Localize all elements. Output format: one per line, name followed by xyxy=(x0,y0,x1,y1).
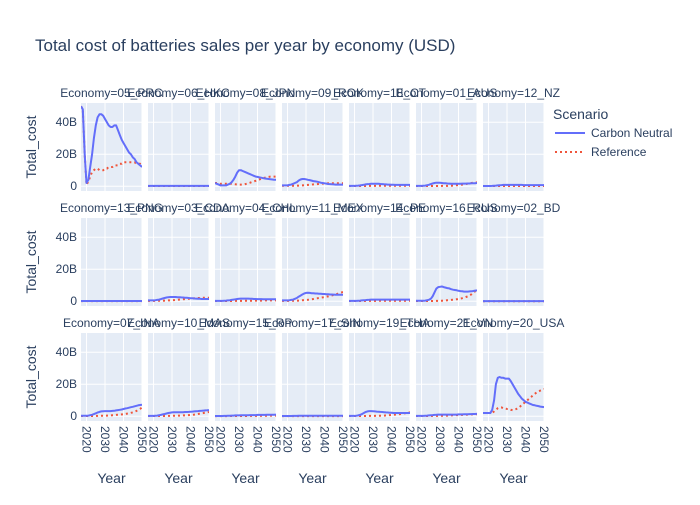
panel[interactable]: Economy=03_CDA xyxy=(127,201,229,306)
x-tick-label: 2030 xyxy=(165,426,179,453)
y-tick-label: 0 xyxy=(70,294,77,308)
panel[interactable]: Economy=01_AUS xyxy=(396,86,498,191)
plot-background xyxy=(282,333,343,421)
x-axis-title: Year xyxy=(298,470,327,486)
panel[interactable]: Economy=06_HKC xyxy=(127,86,230,191)
x-tick-label: 2040 xyxy=(452,426,466,453)
x-tick-label: 2020 xyxy=(147,426,161,453)
x-tick-label: 2020 xyxy=(80,426,94,453)
x-axis-title: Year xyxy=(164,470,193,486)
x-tick-label: 2030 xyxy=(366,426,380,453)
x-tick-label: 2030 xyxy=(433,426,447,453)
x-axis-title: Year xyxy=(365,470,394,486)
y-tick-label: 20B xyxy=(56,262,77,276)
facet-label: Economy=20_USA xyxy=(463,316,565,330)
facet-label: Economy=02_BD xyxy=(467,201,561,215)
legend-label: Reference xyxy=(591,145,647,159)
plot-background xyxy=(282,103,343,191)
x-axis-title: Year xyxy=(231,470,260,486)
panel[interactable]: Economy=16_RUS xyxy=(395,201,497,306)
x-tick-label: 2020 xyxy=(415,426,429,453)
x-tick-label: 2040 xyxy=(318,426,332,453)
plot-background xyxy=(148,218,209,306)
plot-background xyxy=(215,218,276,306)
x-tick-label: 2020 xyxy=(348,426,362,453)
x-tick-label: 2020 xyxy=(214,426,228,453)
legend[interactable]: Scenario Carbon Neutral Reference xyxy=(553,106,672,159)
y-axis-title: Total_cost xyxy=(23,115,39,178)
series-line-carbon-neutral xyxy=(483,185,544,186)
y-tick-label: 0 xyxy=(70,409,77,423)
y-tick-label: 40B xyxy=(56,345,77,359)
panel[interactable]: Economy=02_BD xyxy=(467,201,561,306)
y-tick-label: 20B xyxy=(56,147,77,161)
panel[interactable]: Economy=14_PE xyxy=(333,201,426,306)
x-tick-label: 2030 xyxy=(299,426,313,453)
y-tick-label: 40B xyxy=(56,115,77,129)
legend-label: Carbon Neutral xyxy=(591,126,672,140)
x-tick-label: 2040 xyxy=(385,426,399,453)
x-tick-label: 2040 xyxy=(184,426,198,453)
y-axis-title: Total_cost xyxy=(23,345,39,408)
plot-background xyxy=(416,333,477,421)
plot-background xyxy=(81,218,142,306)
plot-background xyxy=(148,333,209,421)
plot-background xyxy=(416,103,477,191)
facet-label: Economy=12_NZ xyxy=(467,86,560,100)
plot-background xyxy=(349,333,410,421)
panel[interactable]: Economy=11_MEX xyxy=(261,201,363,306)
legend-item[interactable]: Carbon Neutral xyxy=(555,126,672,140)
plot-background xyxy=(349,218,410,306)
x-axis-title: Year xyxy=(499,470,528,486)
plot-background xyxy=(483,103,544,191)
panel[interactable]: Economy=18_CT xyxy=(333,86,427,191)
x-tick-label: 2030 xyxy=(98,426,112,453)
y-tick-label: 0 xyxy=(70,179,77,193)
plot-background xyxy=(416,218,477,306)
legend-title: Scenario xyxy=(553,106,608,122)
panel[interactable]: Economy=04_CHL xyxy=(195,201,296,306)
chart-title: Total cost of batteries sales per year b… xyxy=(35,36,455,55)
x-tick-label: 2020 xyxy=(482,426,496,453)
plot-background xyxy=(148,103,209,191)
x-tick-label: 2030 xyxy=(232,426,246,453)
y-tick-label: 20B xyxy=(56,377,77,391)
plot-background xyxy=(483,218,544,306)
x-tick-label: 2050 xyxy=(537,426,551,453)
panel[interactable]: Economy=12_NZ xyxy=(467,86,560,191)
panel[interactable]: Economy=08_JPN xyxy=(196,86,296,191)
x-axis-title: Year xyxy=(432,470,461,486)
legend-item[interactable]: Reference xyxy=(555,145,647,159)
plot-background xyxy=(349,103,410,191)
y-tick-label: 40B xyxy=(56,230,77,244)
x-tick-label: 2020 xyxy=(281,426,295,453)
x-axis-title: Year xyxy=(97,470,126,486)
plot-background xyxy=(215,333,276,421)
y-axis-title: Total_cost xyxy=(23,230,39,293)
x-tick-label: 2030 xyxy=(500,426,514,453)
x-tick-label: 2040 xyxy=(117,426,131,453)
panels-group: Economy=05_PRC020B40BEconomy=06_HKCEcono… xyxy=(56,86,565,453)
x-tick-label: 2040 xyxy=(519,426,533,453)
x-tick-label: 2040 xyxy=(251,426,265,453)
